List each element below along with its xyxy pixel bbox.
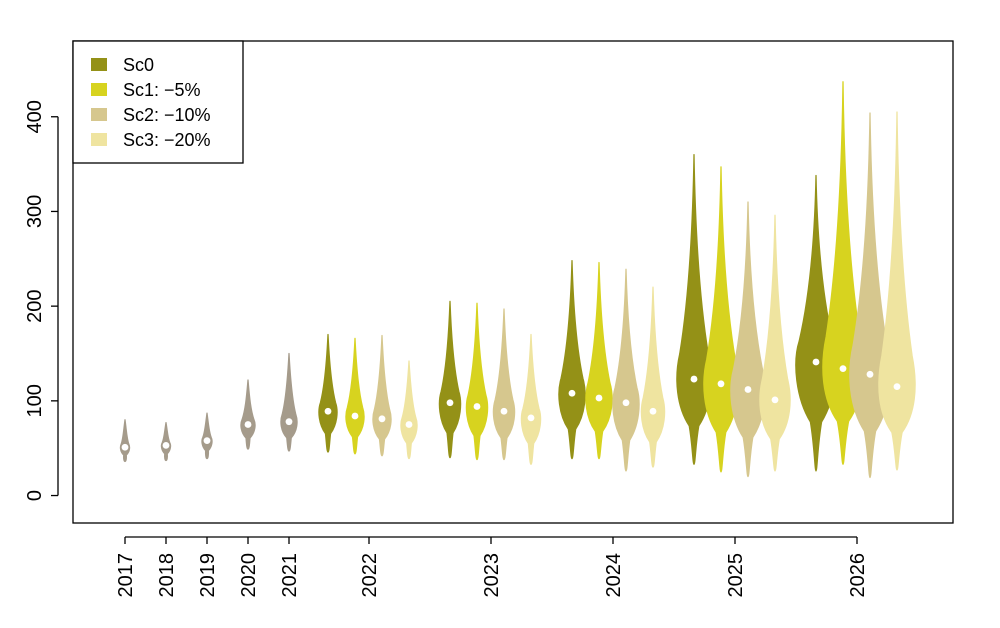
violin-2017 xyxy=(119,419,131,463)
violin-2022-sc0 xyxy=(318,333,338,453)
violin-2025-sc2-10 xyxy=(730,201,766,478)
violin-2024-sc2-10-median-dot xyxy=(622,399,630,407)
violin-2021 xyxy=(280,352,298,452)
legend-swatch-sc0 xyxy=(91,58,107,71)
legend-swatch-sc1 xyxy=(91,83,107,96)
axes-layer: 0 100 200 300 400 2017 2018 2019 2020 2021 2022 202… xyxy=(24,100,869,597)
violin-2017-median-dot xyxy=(121,443,129,451)
violin-2020 xyxy=(240,379,256,450)
violin-2022-sc3-20 xyxy=(400,360,418,460)
violin-2026-sc3-20 xyxy=(878,111,916,471)
x-tick-label-2022: 2022 xyxy=(359,553,381,598)
y-tick-label-0: 0 xyxy=(24,490,46,501)
x-tick-label-2021: 2021 xyxy=(279,553,301,598)
violin-2024-sc0 xyxy=(558,260,586,460)
x-tick-label-2024: 2024 xyxy=(603,553,625,598)
violin-2023-sc0-median-dot xyxy=(446,399,454,407)
violin-2023-sc1-5 xyxy=(465,302,489,461)
violin-2023-sc0 xyxy=(438,300,462,459)
violin-2022-sc3-20-median-dot xyxy=(405,421,413,428)
y-tick-label-200: 200 xyxy=(24,289,46,322)
violin-2018 xyxy=(160,421,172,462)
violin-2026-sc0-median-dot xyxy=(812,358,820,366)
violins-layer xyxy=(119,81,916,479)
violin-2024-sc3-20 xyxy=(640,286,666,468)
x-tick-label-2025: 2025 xyxy=(725,553,747,598)
violin-2025-sc1-5-median-dot xyxy=(717,380,725,388)
legend-label-sc3: Sc3: −20% xyxy=(123,130,211,150)
x-tick-label-2018: 2018 xyxy=(156,553,178,598)
violin-2025-sc0 xyxy=(676,153,712,465)
violin-2020-median-dot xyxy=(244,421,252,428)
violin-2024-sc2-10 xyxy=(612,268,640,472)
violin-2022-sc0-median-dot xyxy=(324,407,332,415)
violin-2025-sc3-20 xyxy=(759,214,791,472)
legend-label-sc0: Sc0 xyxy=(123,55,154,75)
violin-2023-sc1-5-median-dot xyxy=(473,403,481,410)
violin-2024-sc0-median-dot xyxy=(568,389,576,397)
legend-label-sc1: Sc1: −5% xyxy=(123,80,201,100)
violin-2021-median-dot xyxy=(285,418,293,426)
violin-2023-sc3-20-median-dot xyxy=(527,414,535,422)
violin-2024-sc1-5 xyxy=(585,261,613,460)
violin-2022-sc2-10 xyxy=(372,334,392,457)
violin-2023-sc2-10-median-dot xyxy=(500,407,508,415)
violin-2025-sc0-median-dot xyxy=(690,375,698,383)
violin-2023-sc2-10 xyxy=(492,308,516,461)
legend: Sc0 Sc1: −5% Sc2: −10% Sc3: −20% xyxy=(72,40,244,164)
legend-swatch-sc3 xyxy=(91,133,107,146)
violin-2026-sc2-10-median-dot xyxy=(866,370,874,378)
violin-2024-sc3-20-median-dot xyxy=(649,407,657,415)
violin-2022-sc1-5-median-dot xyxy=(351,412,359,420)
x-tick-label-2019: 2019 xyxy=(197,553,219,598)
violin-2026-sc1-5-median-dot xyxy=(839,365,847,373)
violin-2022-sc2-10-median-dot xyxy=(378,415,386,423)
violin-2024-sc1-5-median-dot xyxy=(595,394,603,402)
y-tick-label-400: 400 xyxy=(24,100,46,133)
x-tick-label-2023: 2023 xyxy=(481,553,503,598)
y-tick-label-100: 100 xyxy=(24,384,46,417)
violin-2022-sc1-5 xyxy=(345,337,365,455)
x-tick-label-2026: 2026 xyxy=(847,553,869,598)
plot-frame xyxy=(72,40,954,524)
x-tick-label-2020: 2020 xyxy=(238,553,260,598)
violin-2019-median-dot xyxy=(203,437,211,445)
violin-2025-sc3-20-median-dot xyxy=(771,396,779,404)
violin-2025-sc1-5 xyxy=(703,166,739,473)
violin-2026-sc3-20-median-dot xyxy=(893,383,901,391)
violin-2026-sc2-10 xyxy=(849,112,891,479)
legend-label-sc2: Sc2: −10% xyxy=(123,105,211,125)
violin-2019 xyxy=(201,412,213,460)
violin-2025-sc2-10-median-dot xyxy=(744,386,752,393)
x-tick-label-2017: 2017 xyxy=(115,553,137,598)
violin-2018-median-dot xyxy=(162,441,170,449)
violin-2023-sc3-20 xyxy=(520,333,542,465)
legend-swatch-sc2 xyxy=(91,108,107,121)
y-tick-label-300: 300 xyxy=(24,195,46,228)
